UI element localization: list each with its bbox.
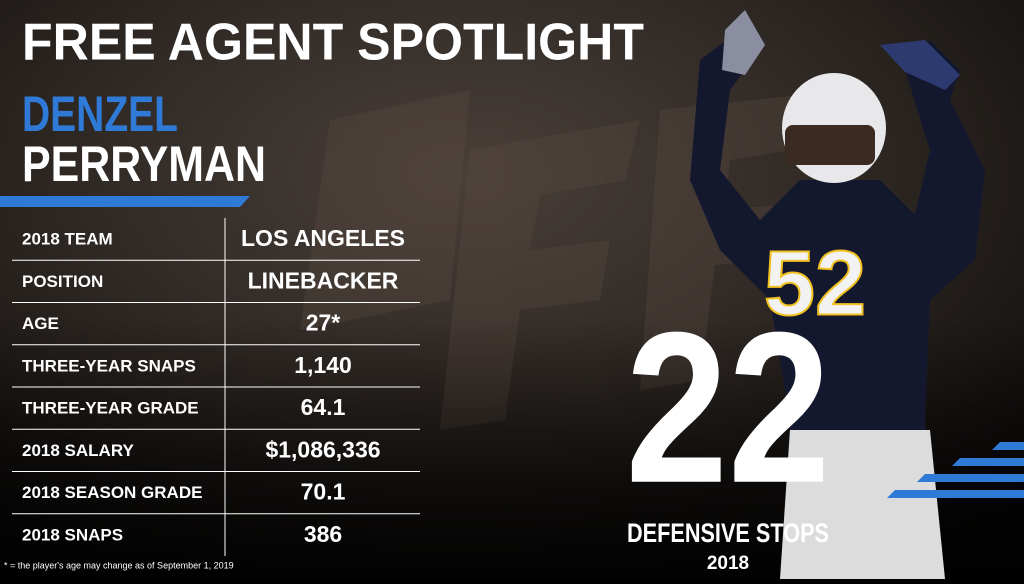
row-value: LOS ANGELES <box>241 225 405 251</box>
row-value: 27* <box>306 310 341 336</box>
stat-number: 22 <box>626 287 831 528</box>
row-label: THREE-YEAR SNAPS <box>22 356 196 375</box>
row-label: 2018 TEAM <box>22 230 113 249</box>
accent-stripes <box>887 442 1024 498</box>
row-label: 2018 SEASON GRADE <box>22 483 202 502</box>
row-value: 70.1 <box>301 479 346 505</box>
row-value: $1,086,336 <box>265 436 380 462</box>
stat-label: DEFENSIVE STOPS <box>627 518 829 548</box>
row-label: 2018 SALARY <box>22 441 134 460</box>
row-value: 1,140 <box>294 352 352 378</box>
row-value: 386 <box>304 521 342 547</box>
row-label: POSITION <box>22 272 103 291</box>
title: FREE AGENT SPOTLIGHT <box>22 14 644 72</box>
accent-bar <box>0 196 250 207</box>
stats-table: 2018 TEAM LOS ANGELES POSITION LINEBACKER AG… <box>12 218 420 556</box>
row-value: 64.1 <box>301 394 346 420</box>
jersey-number: 52 <box>764 232 866 334</box>
row-label: THREE-YEAR GRADE <box>22 399 199 418</box>
row-label: 2018 SNAPS <box>22 525 123 544</box>
stat-year: 2018 <box>707 553 749 574</box>
first-name: DENZEL <box>22 86 178 142</box>
player-photo: 52 <box>690 10 985 579</box>
row-label: AGE <box>22 314 59 333</box>
last-name: PERRYMAN <box>22 136 266 192</box>
row-value: LINEBACKER <box>248 267 399 293</box>
footnote: * = the player's age may change as of Se… <box>4 560 234 570</box>
